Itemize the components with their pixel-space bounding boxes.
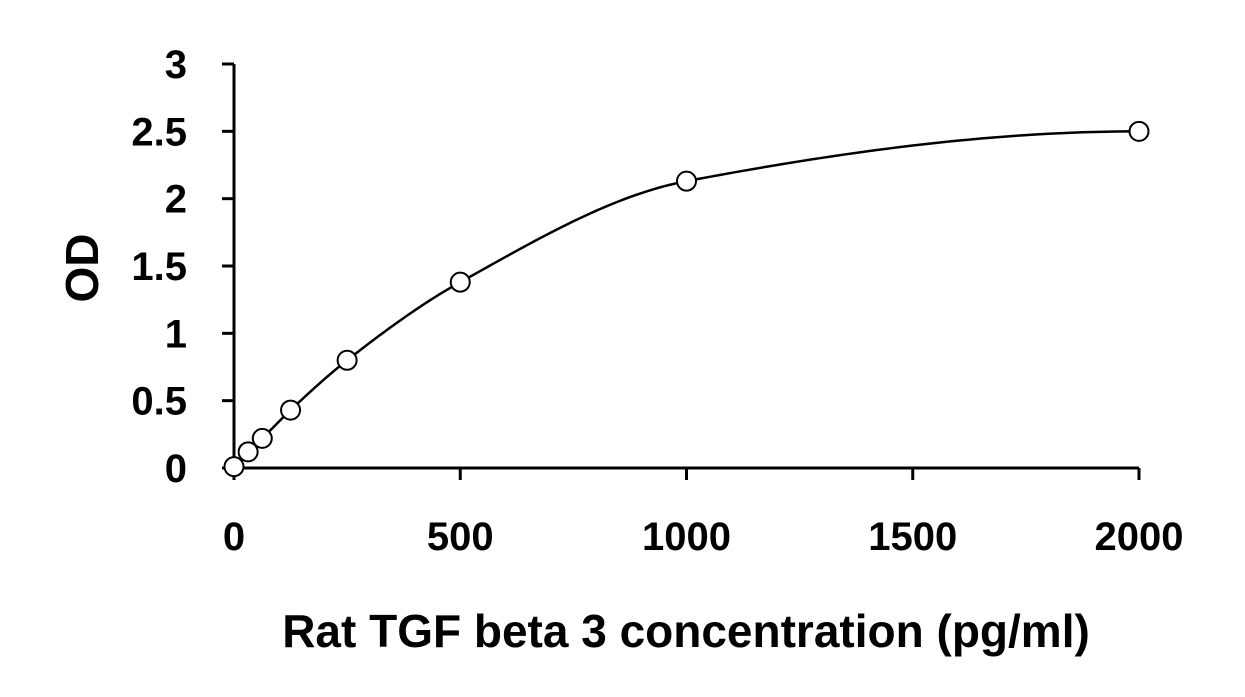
data-point <box>449 271 471 293</box>
data-points <box>223 120 1150 478</box>
y-tick-label: 3 <box>165 43 187 87</box>
data-point <box>223 456 245 478</box>
x-tick-label: 1000 <box>642 515 731 559</box>
y-tick-label: 0 <box>165 447 187 491</box>
axes: 0 0.5 1 1.5 2 2.5 3 0 500 1000 1500 2000 <box>131 43 1183 559</box>
data-point <box>237 441 259 463</box>
y-axis-ticks: 0 0.5 1 1.5 2 2.5 3 <box>131 43 234 491</box>
x-axis-title: Rat TGF beta 3 concentration (pg/ml) <box>282 605 1090 657</box>
y-tick-label: 0.5 <box>131 380 187 424</box>
y-axis-title: OD <box>56 234 108 303</box>
y-tick-label: 1.5 <box>131 245 187 289</box>
data-point <box>676 170 697 192</box>
x-tick-label: 2000 <box>1095 515 1184 559</box>
y-tick-label: 2.5 <box>131 110 187 154</box>
x-tick-label: 1500 <box>868 515 957 559</box>
y-tick-label: 1 <box>165 312 187 356</box>
y-tick-label: 2 <box>165 178 187 222</box>
data-point <box>1128 120 1150 142</box>
data-point <box>280 399 302 421</box>
x-tick-label: 0 <box>223 515 245 559</box>
x-tick-label: 500 <box>427 515 494 559</box>
x-axis-ticks: 0 500 1000 1500 2000 <box>223 468 1184 559</box>
data-point <box>336 349 358 371</box>
data-point <box>251 427 273 449</box>
